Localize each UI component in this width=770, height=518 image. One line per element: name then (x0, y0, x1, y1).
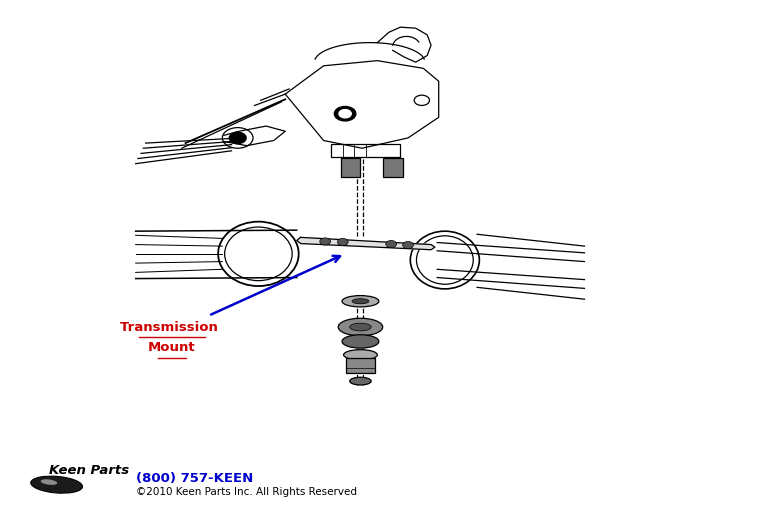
Ellipse shape (338, 318, 383, 336)
Circle shape (386, 240, 397, 248)
Ellipse shape (350, 323, 371, 331)
Bar (340, 158, 360, 177)
Polygon shape (296, 237, 435, 250)
Ellipse shape (352, 299, 369, 304)
Circle shape (339, 110, 351, 118)
Ellipse shape (342, 335, 379, 348)
Ellipse shape (41, 479, 57, 485)
Ellipse shape (31, 476, 82, 493)
Text: (800) 757-KEEN: (800) 757-KEEN (136, 472, 253, 485)
Ellipse shape (343, 350, 377, 360)
Text: Mount: Mount (148, 341, 196, 354)
Text: Transmission: Transmission (120, 321, 223, 334)
Circle shape (229, 132, 246, 143)
Bar (331, 144, 400, 157)
Circle shape (334, 107, 356, 121)
Ellipse shape (342, 296, 379, 307)
Circle shape (320, 238, 330, 245)
Text: Keen Parts: Keen Parts (49, 464, 129, 477)
Ellipse shape (350, 377, 371, 385)
Bar (346, 358, 375, 373)
Circle shape (403, 241, 413, 249)
Circle shape (337, 238, 348, 246)
Text: ©2010 Keen Parts Inc. All Rights Reserved: ©2010 Keen Parts Inc. All Rights Reserve… (136, 487, 357, 497)
Bar (383, 158, 403, 177)
